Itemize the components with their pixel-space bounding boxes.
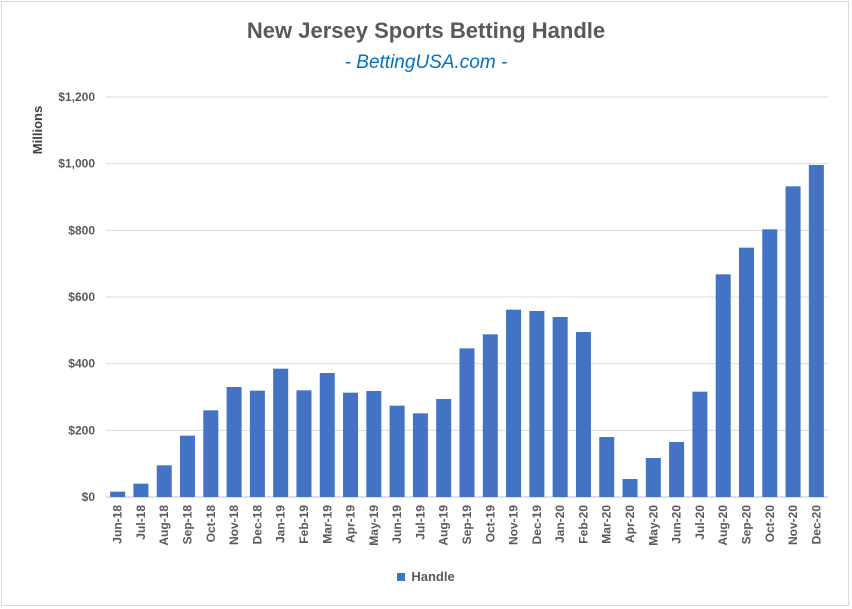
bar-jul-19: [412, 413, 428, 497]
bar-jun-18: [110, 491, 126, 497]
x-tick-label: Dec-20: [809, 505, 823, 545]
x-tick-label: Sep-20: [739, 505, 753, 545]
x-tick-label: Aug-20: [716, 505, 730, 546]
x-tick-label: Apr-20: [623, 505, 637, 543]
y-tick-label: $200: [68, 423, 95, 437]
bar-feb-19: [296, 390, 312, 497]
x-tick-label: Nov-20: [786, 505, 800, 545]
bar-apr-20: [622, 479, 638, 497]
y-tick-label: $400: [68, 357, 95, 371]
y-tick-label: $1,200: [58, 90, 95, 104]
bar-dec-20: [808, 165, 824, 497]
bar-oct-18: [203, 410, 219, 497]
bar-dec-18: [249, 390, 265, 497]
x-tick-label: Sep-19: [460, 505, 474, 545]
bar-mar-19: [319, 373, 335, 497]
x-tick-label: Feb-20: [576, 505, 590, 544]
x-tick-label: Jul-20: [693, 505, 707, 540]
bar-aug-18: [156, 465, 172, 497]
x-tick-label: Dec-19: [530, 505, 544, 545]
bar-oct-20: [762, 229, 778, 498]
x-tick-label: Oct-18: [204, 505, 218, 543]
bar-aug-20: [715, 274, 731, 497]
bar-jun-19: [389, 405, 405, 497]
x-tick-label: Dec-18: [250, 505, 264, 545]
x-tick-label: Feb-19: [297, 505, 311, 544]
bar-oct-19: [482, 334, 498, 497]
bar-jan-19: [273, 368, 289, 497]
y-tick-label: $600: [68, 290, 95, 304]
bar-nov-19: [506, 309, 522, 497]
bars: [110, 165, 824, 498]
x-tick-label: Mar-20: [600, 505, 614, 544]
legend-label-handle: Handle: [411, 569, 455, 584]
x-axis-ticks: Jun-18 Jul-18 Aug-18 Sep-18 Oct-18 Nov-18 Dec-…: [111, 505, 824, 546]
x-tick-label: Jan-19: [274, 505, 288, 543]
y-axis-label: Millions: [30, 106, 45, 154]
y-tick-label: $0: [82, 490, 96, 504]
bar-nov-18: [226, 387, 242, 497]
x-tick-label: Sep-18: [181, 505, 195, 545]
bar-sep-20: [738, 247, 754, 497]
bar-mar-20: [599, 437, 615, 497]
x-tick-label: Aug-18: [157, 505, 171, 546]
bar-aug-19: [436, 399, 452, 497]
y-axis-ticks: $0 $200 $400 $600 $800 $1,000 $1,200: [58, 90, 95, 504]
bar-jan-20: [552, 317, 568, 497]
chart-subtitle: - BettingUSA.com -: [344, 52, 508, 73]
x-tick-label: Jul-18: [134, 505, 148, 540]
x-tick-label: Aug-19: [437, 505, 451, 546]
x-tick-label: Nov-18: [227, 505, 241, 545]
bar-dec-19: [529, 311, 545, 497]
bar-apr-19: [343, 392, 359, 497]
x-tick-label: Jun-19: [390, 505, 404, 544]
bar-sep-19: [459, 348, 475, 497]
bar-sep-18: [180, 435, 196, 497]
x-tick-label: Jun-20: [670, 505, 684, 544]
x-tick-label: Jun-18: [111, 505, 125, 544]
legend: Handle: [0, 569, 852, 584]
x-tick-label: Mar-19: [320, 505, 334, 544]
chart-title: New Jersey Sports Betting Handle: [246, 18, 606, 43]
bar-nov-20: [785, 186, 801, 498]
y-tick-label: $1,000: [58, 157, 95, 171]
x-tick-label: Oct-20: [763, 505, 777, 543]
x-tick-label: Jul-19: [413, 505, 427, 540]
x-tick-label: May-20: [646, 505, 660, 546]
bar-jul-18: [133, 483, 149, 497]
bar-feb-20: [575, 332, 591, 497]
x-tick-label: Oct-19: [483, 505, 497, 543]
bar-jul-20: [692, 391, 708, 497]
bar-may-19: [366, 391, 382, 497]
x-tick-label: May-19: [367, 505, 381, 546]
x-tick-label: Apr-19: [344, 505, 358, 543]
x-tick-label: Jan-20: [553, 505, 567, 543]
x-tick-label: Nov-19: [507, 505, 521, 545]
bar-jun-20: [669, 442, 685, 497]
y-tick-label: $800: [68, 223, 95, 237]
bar-may-20: [645, 458, 661, 497]
legend-swatch: [397, 572, 406, 581]
